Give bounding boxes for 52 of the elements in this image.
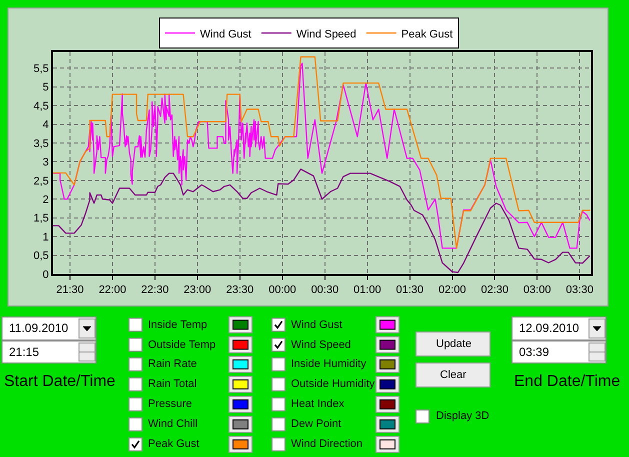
text: Dew Point <box>291 418 342 430</box>
text: Rain Total <box>148 378 197 390</box>
y-tick-label: 1 <box>42 231 49 244</box>
y-tick-label: 3,5 <box>34 138 49 150</box>
text: Display 3D <box>436 410 490 422</box>
text: 21:15 <box>9 345 40 359</box>
text: Pressure <box>148 398 192 410</box>
y-tick-label: 4,5 <box>34 100 49 112</box>
text: Clear <box>440 369 467 381</box>
x-tick-label: 21:30 <box>56 284 84 296</box>
text: Wind Gust <box>291 319 342 331</box>
y-tick-label: 5,5 <box>34 62 49 75</box>
text: Outside Humidity <box>291 378 376 390</box>
x-tick-label: 00:00 <box>268 284 296 296</box>
y-tick-label: 2,5 <box>34 175 49 188</box>
x-tick-label: 02:00 <box>438 284 466 296</box>
y-tick-label: 1,5 <box>34 212 49 225</box>
x-tick-label: 00:30 <box>311 284 339 296</box>
x-tick-label: 22:00 <box>98 284 126 296</box>
x-tick-label: 03:00 <box>523 284 551 296</box>
text: Inside Humidity <box>291 358 367 370</box>
y-tick-label: 2 <box>42 194 49 206</box>
x-tick-label: 23:00 <box>184 284 212 296</box>
x-tick-label: 23:30 <box>226 284 254 296</box>
legend-label: Wind Speed <box>296 28 356 40</box>
text: Inside Temp <box>148 319 208 331</box>
text: Wind Chill <box>148 418 198 430</box>
x-tick-label: 01:00 <box>354 284 382 296</box>
text: Start Date/Time <box>4 373 116 390</box>
text: End Date/Time <box>514 373 620 390</box>
text: Update <box>436 338 472 350</box>
legend-label: Wind Gust <box>200 28 252 40</box>
y-tick-label: 0,5 <box>34 250 49 262</box>
y-tick-label: 5 <box>42 82 49 94</box>
text: 03:39 <box>519 345 550 359</box>
text: 12.09.2010 <box>519 321 580 335</box>
text: Wind Speed <box>291 339 351 351</box>
text: Rain Rate <box>148 358 197 370</box>
text: Outside Temp <box>148 339 216 351</box>
text: 11.09.2010 <box>9 321 68 335</box>
y-tick-label: 4 <box>42 119 49 132</box>
y-tick-label: 3 <box>42 156 49 169</box>
x-tick-label: 03:30 <box>566 284 594 296</box>
text: Heat Index <box>291 398 345 410</box>
legend-label: Peak Gust <box>401 28 453 40</box>
x-tick-label: 02:30 <box>480 284 508 296</box>
line-series <box>53 168 590 274</box>
text: Peak Gust <box>148 438 200 450</box>
text: Wind Direction <box>291 438 363 450</box>
y-tick-label: 0 <box>42 268 49 281</box>
x-tick-label: 01:30 <box>396 284 424 296</box>
x-tick-label: 22:30 <box>141 284 169 296</box>
